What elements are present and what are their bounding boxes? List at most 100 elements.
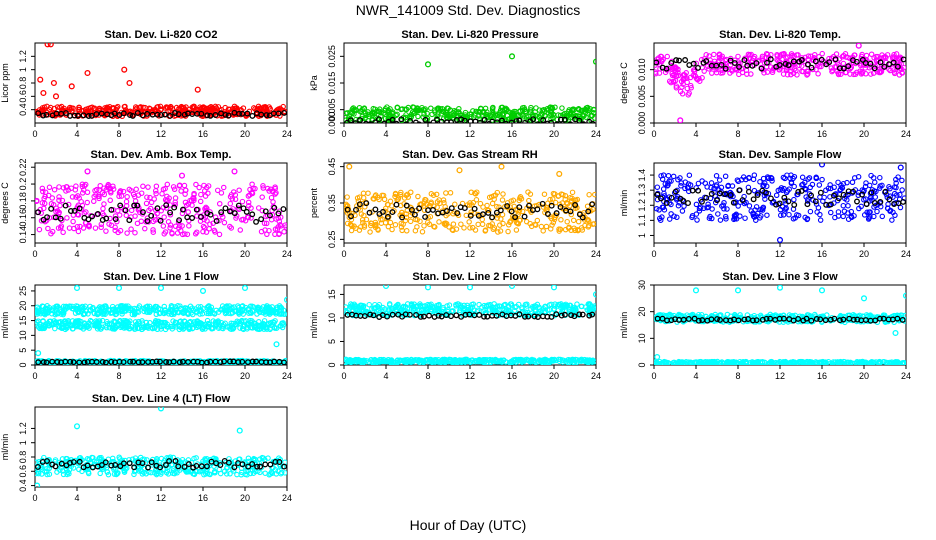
mean-point bbox=[589, 120, 596, 123]
data-point bbox=[225, 310, 232, 316]
data-point bbox=[814, 209, 820, 215]
data-point bbox=[182, 199, 189, 206]
data-point bbox=[91, 198, 97, 205]
data-point bbox=[36, 226, 43, 233]
data-point bbox=[112, 224, 118, 231]
mean-point bbox=[776, 200, 783, 207]
mean-point bbox=[672, 188, 679, 195]
data-point bbox=[447, 107, 454, 113]
mean-point bbox=[389, 209, 396, 216]
data-point bbox=[282, 222, 287, 228]
mean-point bbox=[476, 311, 483, 318]
mean-point bbox=[44, 214, 50, 221]
data-point bbox=[681, 72, 688, 78]
mean-point bbox=[736, 187, 743, 194]
mean-point bbox=[185, 359, 192, 365]
mean-point bbox=[434, 116, 441, 123]
mean-point bbox=[189, 215, 196, 221]
data-point bbox=[753, 204, 760, 210]
data-point bbox=[679, 84, 685, 90]
y-axis-label: ml/min bbox=[619, 312, 629, 339]
data-point bbox=[777, 53, 784, 59]
data-point bbox=[96, 195, 102, 202]
data-point bbox=[446, 302, 453, 308]
data-point bbox=[93, 186, 100, 193]
data-point bbox=[519, 304, 525, 311]
data-point bbox=[217, 107, 223, 114]
data-point bbox=[579, 227, 586, 233]
data-points bbox=[654, 43, 906, 123]
data-point bbox=[160, 359, 166, 365]
mean-point bbox=[347, 117, 354, 123]
data-point bbox=[93, 192, 99, 198]
data-point bbox=[484, 207, 491, 214]
data-point bbox=[769, 69, 776, 76]
mean-point bbox=[900, 56, 906, 63]
mean-point bbox=[144, 218, 151, 224]
mean-point bbox=[372, 119, 379, 123]
data-point bbox=[568, 227, 574, 233]
data-point bbox=[216, 217, 222, 224]
data-point bbox=[85, 222, 92, 229]
mean-point bbox=[685, 200, 691, 207]
data-point bbox=[90, 304, 96, 311]
data-point bbox=[695, 180, 702, 187]
data-point bbox=[804, 72, 810, 78]
data-point bbox=[50, 202, 57, 208]
data-point bbox=[194, 229, 200, 235]
mean-point bbox=[572, 202, 579, 208]
data-point bbox=[776, 58, 783, 65]
y-tick-label: 1.3 bbox=[637, 184, 647, 197]
mean-point bbox=[217, 359, 224, 365]
data-point bbox=[249, 190, 256, 197]
y-tick-label: 5 bbox=[327, 339, 337, 344]
data-point bbox=[434, 204, 440, 211]
data-point bbox=[867, 214, 873, 220]
data-point bbox=[392, 193, 398, 200]
mean-point bbox=[703, 58, 710, 64]
data-point bbox=[665, 182, 671, 188]
data-point bbox=[204, 105, 210, 112]
data-point bbox=[141, 308, 147, 315]
data-point bbox=[392, 221, 399, 228]
data-point bbox=[675, 176, 681, 183]
mean-point bbox=[103, 215, 110, 222]
mean-point bbox=[67, 358, 74, 365]
outlier-point bbox=[498, 163, 505, 170]
mean-point bbox=[416, 205, 423, 212]
x-tick-label: 8 bbox=[735, 129, 740, 139]
mean-point bbox=[367, 311, 374, 318]
data-point bbox=[92, 225, 99, 231]
data-point bbox=[401, 195, 408, 201]
panel-3: Stan. Dev. Li-820 Temp.degrees C0 4 8 12 16 2… bbox=[619, 29, 911, 139]
data-point bbox=[794, 212, 800, 218]
data-point bbox=[173, 320, 179, 326]
data-point bbox=[180, 323, 187, 330]
mean-point bbox=[477, 119, 483, 123]
data-point bbox=[115, 207, 121, 214]
mean-point bbox=[71, 112, 78, 119]
data-point bbox=[748, 71, 754, 77]
data-point bbox=[161, 214, 167, 220]
data-point bbox=[507, 359, 514, 365]
data-point bbox=[202, 321, 208, 328]
data-point bbox=[586, 222, 592, 229]
y-tick-label: 15 bbox=[327, 289, 337, 299]
mean-point bbox=[207, 112, 214, 119]
data-point bbox=[56, 194, 62, 200]
data-point bbox=[500, 220, 506, 227]
data-point bbox=[236, 187, 242, 193]
mean-point bbox=[568, 312, 575, 319]
mean-point bbox=[253, 358, 259, 365]
y-tick-label: 1.2 bbox=[637, 199, 647, 212]
data-point bbox=[172, 304, 178, 310]
mean-point bbox=[148, 212, 155, 219]
data-points bbox=[654, 285, 906, 365]
mean-point bbox=[407, 118, 414, 123]
data-point bbox=[263, 220, 270, 227]
data-point bbox=[899, 177, 905, 184]
data-point bbox=[682, 185, 688, 192]
data-point bbox=[886, 184, 892, 190]
mean-point bbox=[134, 202, 141, 209]
data-point bbox=[528, 358, 535, 364]
